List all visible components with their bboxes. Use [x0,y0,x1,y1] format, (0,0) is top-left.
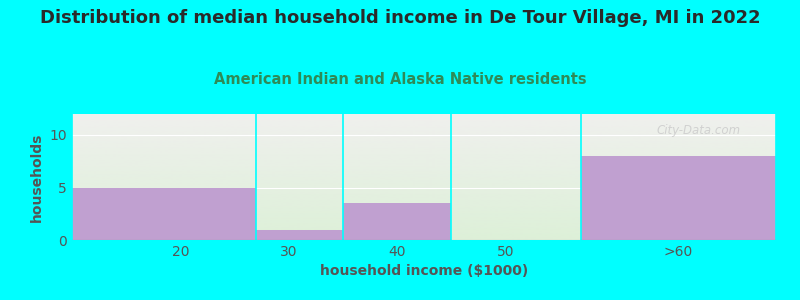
X-axis label: household income ($1000): household income ($1000) [320,264,528,278]
Bar [342,203,451,240]
Bar [72,188,256,240]
Bar [581,156,776,240]
Text: City-Data.com: City-Data.com [656,124,741,137]
Text: Distribution of median household income in De Tour Village, MI in 2022: Distribution of median household income … [40,9,760,27]
Bar [256,230,342,240]
Text: American Indian and Alaska Native residents: American Indian and Alaska Native reside… [214,72,586,87]
Y-axis label: households: households [30,132,44,222]
